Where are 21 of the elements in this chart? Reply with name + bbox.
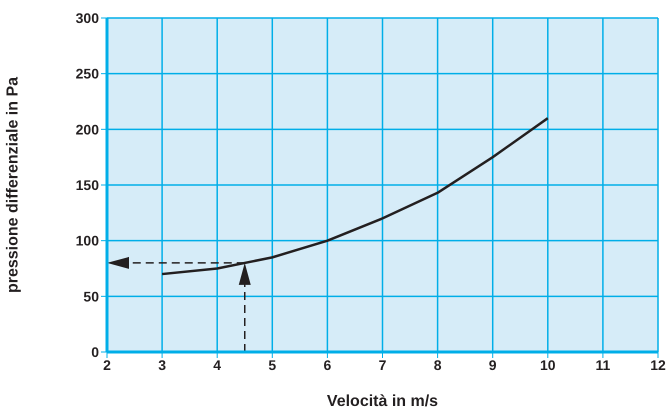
- y-tick-label: 100: [76, 232, 100, 249]
- x-tick-label: 8: [434, 356, 442, 373]
- y-tick-label: 0: [91, 344, 100, 360]
- x-tick-label: 6: [324, 356, 332, 373]
- x-tick-label: 7: [378, 356, 387, 373]
- x-tick-label: 11: [595, 356, 611, 373]
- x-tick-label: 3: [158, 356, 166, 373]
- y-tick-label: 50: [83, 288, 100, 304]
- x-tick-label: 2: [103, 356, 112, 373]
- y-tick-label: 250: [76, 66, 100, 82]
- x-tick-label: 9: [488, 356, 497, 373]
- y-tick-label: 300: [76, 10, 100, 26]
- y-tick-label: 150: [76, 176, 100, 193]
- x-tick-label: 5: [268, 356, 276, 373]
- y-axis-title: pressione differenziale in Pa: [4, 76, 22, 294]
- x-tick-label: 12: [650, 356, 666, 373]
- line-series: [160, 116, 550, 276]
- x-tick-label: 10: [540, 356, 556, 373]
- x-tick-label: 4: [213, 356, 222, 373]
- x-axis-title: Velocità in m/s: [326, 393, 438, 410]
- y-tick-label: 200: [76, 121, 100, 138]
